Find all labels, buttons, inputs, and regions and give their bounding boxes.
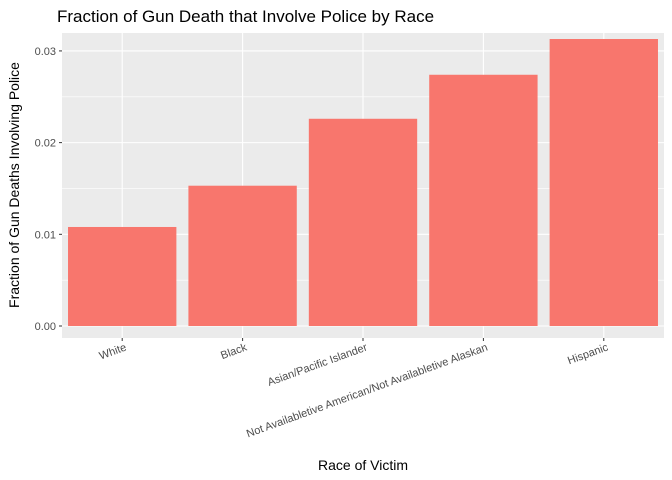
x-tick-label: Not Availabletive American/Not Available…	[245, 342, 489, 441]
x-axis-title: Race of Victim	[318, 457, 408, 473]
x-tick-label: Black	[219, 341, 249, 362]
y-axis: 0.00 0.01 0.02 0.03	[35, 46, 62, 333]
y-tick-label: 0.00	[35, 321, 56, 333]
y-tick-label: 0.02	[35, 138, 56, 150]
x-tick-label: Asian/Pacific Islander	[266, 341, 369, 388]
bars	[68, 39, 658, 326]
y-tick-label: 0.03	[35, 46, 56, 58]
y-tick-label: 0.01	[35, 229, 56, 241]
bar	[188, 185, 297, 326]
x-tick-label: Hispanic	[566, 341, 610, 367]
y-axis-title: Fraction of Gun Deaths Involving Police	[6, 62, 22, 308]
chart-title: Fraction of Gun Death that Involve Polic…	[57, 7, 434, 26]
bar	[549, 39, 658, 326]
bar	[68, 226, 177, 326]
bar	[308, 118, 418, 326]
x-tick-label: White	[98, 342, 129, 363]
bar	[429, 74, 538, 326]
